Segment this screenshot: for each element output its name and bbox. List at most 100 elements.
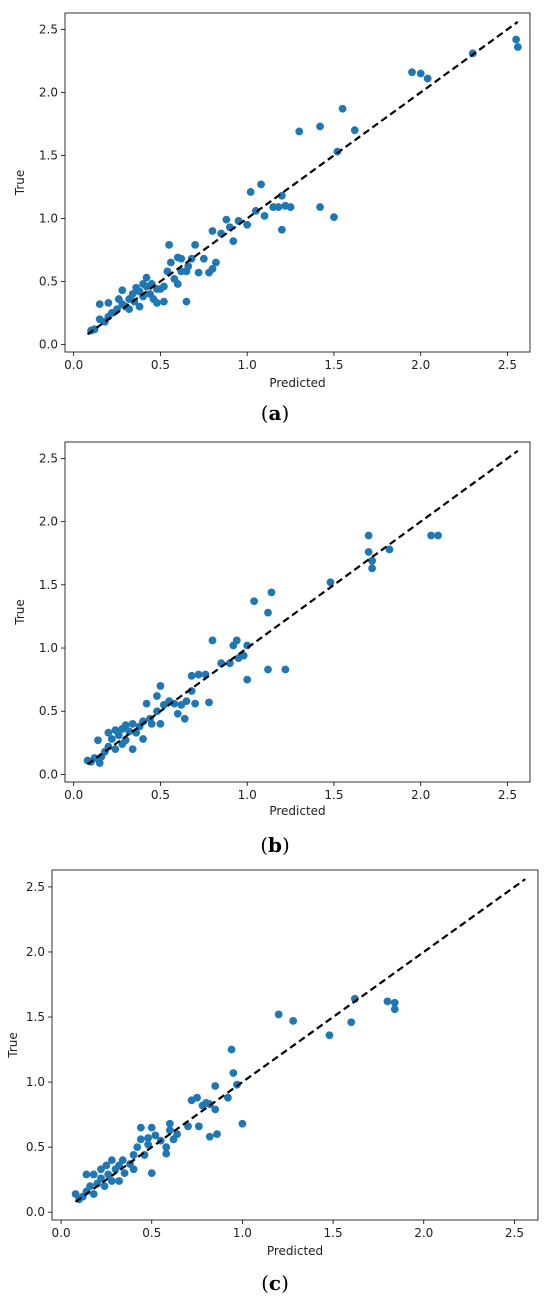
data-point xyxy=(107,1156,116,1165)
data-point xyxy=(277,191,286,200)
y-axis-label: True xyxy=(13,170,27,197)
data-point xyxy=(229,237,238,246)
data-point xyxy=(184,262,193,271)
data-point xyxy=(184,1122,192,1131)
data-point xyxy=(187,671,196,680)
data-point xyxy=(368,556,377,565)
data-point xyxy=(205,1132,214,1141)
data-point xyxy=(513,43,522,51)
data-point xyxy=(434,531,442,540)
y-tick-label: 1.5 xyxy=(26,1010,45,1024)
data-point xyxy=(133,1143,142,1152)
data-point xyxy=(163,267,172,276)
data-point xyxy=(390,998,399,1007)
data-point xyxy=(289,1017,298,1025)
data-point xyxy=(104,298,113,307)
x-tick-label: 2.0 xyxy=(411,358,430,372)
data-point xyxy=(191,240,200,249)
axes-frame xyxy=(51,869,539,1221)
data-point xyxy=(147,1169,156,1178)
data-point xyxy=(208,264,217,273)
y-tick-label: 0.5 xyxy=(39,274,58,288)
y-tick-label: 0.0 xyxy=(39,337,58,351)
data-point xyxy=(173,1130,182,1139)
data-point xyxy=(423,74,432,83)
data-point xyxy=(243,220,252,229)
data-point xyxy=(129,1151,138,1159)
x-tick-label: 0.5 xyxy=(142,1226,161,1240)
y-axis-label: True xyxy=(13,599,27,626)
data-point xyxy=(120,1169,129,1178)
data-point xyxy=(118,1156,127,1165)
data-point xyxy=(224,1093,232,1102)
data-point xyxy=(281,665,290,674)
scatter-panel-b: 0.0 0.5 1.0 1.5 2.0 2.5 0.0 0.5 1.0 1.5 2.0 2.5 Pred… xyxy=(13,441,531,857)
data-point xyxy=(227,1045,236,1054)
panel-letter: b xyxy=(268,833,282,857)
data-point xyxy=(368,564,377,573)
identity-reference-line xyxy=(86,20,519,336)
y-tick-label: 0.5 xyxy=(39,704,58,718)
data-point xyxy=(94,736,102,745)
axes-frame xyxy=(64,12,531,353)
data-point xyxy=(82,1170,91,1179)
data-point xyxy=(222,215,231,224)
data-point xyxy=(139,735,147,743)
data-point xyxy=(107,735,116,743)
y-tick-label: 2.0 xyxy=(39,85,58,99)
y-tick-label: 2.5 xyxy=(39,451,58,465)
data-point xyxy=(194,268,203,277)
data-point xyxy=(383,997,392,1006)
data-point xyxy=(246,188,255,196)
y-tick-label: 0.0 xyxy=(26,1205,45,1219)
data-point xyxy=(427,531,436,540)
panel-letter: c xyxy=(269,1271,281,1295)
data-point xyxy=(107,1177,116,1185)
data-point xyxy=(213,1130,221,1139)
data-point xyxy=(264,608,272,617)
x-tick-label: 1.0 xyxy=(238,358,257,372)
y-tick-label: 1.0 xyxy=(39,641,58,655)
data-point xyxy=(390,1005,399,1014)
data-point xyxy=(182,697,191,706)
data-point xyxy=(147,719,156,728)
data-point xyxy=(151,1131,160,1140)
y-tick-label: 2.5 xyxy=(39,22,58,36)
data-point xyxy=(338,104,347,113)
data-point xyxy=(118,286,127,295)
x-tick-label: 2.0 xyxy=(414,1226,433,1240)
data-point xyxy=(364,531,373,540)
data-point xyxy=(125,727,134,736)
data-point xyxy=(194,1122,203,1131)
x-tick-label: 1.5 xyxy=(324,788,343,802)
x-tick-label: 0.0 xyxy=(52,1226,71,1240)
axes-frame xyxy=(64,441,531,783)
data-point xyxy=(208,227,217,235)
data-point xyxy=(128,290,137,298)
y-tick-label: 2.0 xyxy=(26,945,45,959)
data-point xyxy=(162,1143,171,1152)
data-point xyxy=(295,127,304,136)
data-point xyxy=(229,1069,238,1077)
data-point xyxy=(95,759,104,767)
x-tick-label: 2.5 xyxy=(505,1226,524,1240)
data-point xyxy=(97,1165,105,1174)
data-point xyxy=(274,1010,283,1019)
data-point xyxy=(326,578,335,587)
data-point xyxy=(194,670,203,679)
panel-label: (c) xyxy=(261,1271,289,1295)
data-point xyxy=(142,273,151,282)
data-point xyxy=(182,297,191,306)
data-point xyxy=(104,728,113,737)
data-point xyxy=(165,240,174,249)
data-point xyxy=(89,1170,98,1179)
data-point xyxy=(205,698,213,707)
x-tick-label: 0.5 xyxy=(151,788,170,802)
x-axis-label: Predicted xyxy=(267,1244,323,1258)
data-point xyxy=(144,1134,153,1142)
data-point xyxy=(89,1190,98,1198)
data-point xyxy=(159,282,168,291)
data-point xyxy=(136,1123,145,1132)
data-point xyxy=(153,707,161,716)
